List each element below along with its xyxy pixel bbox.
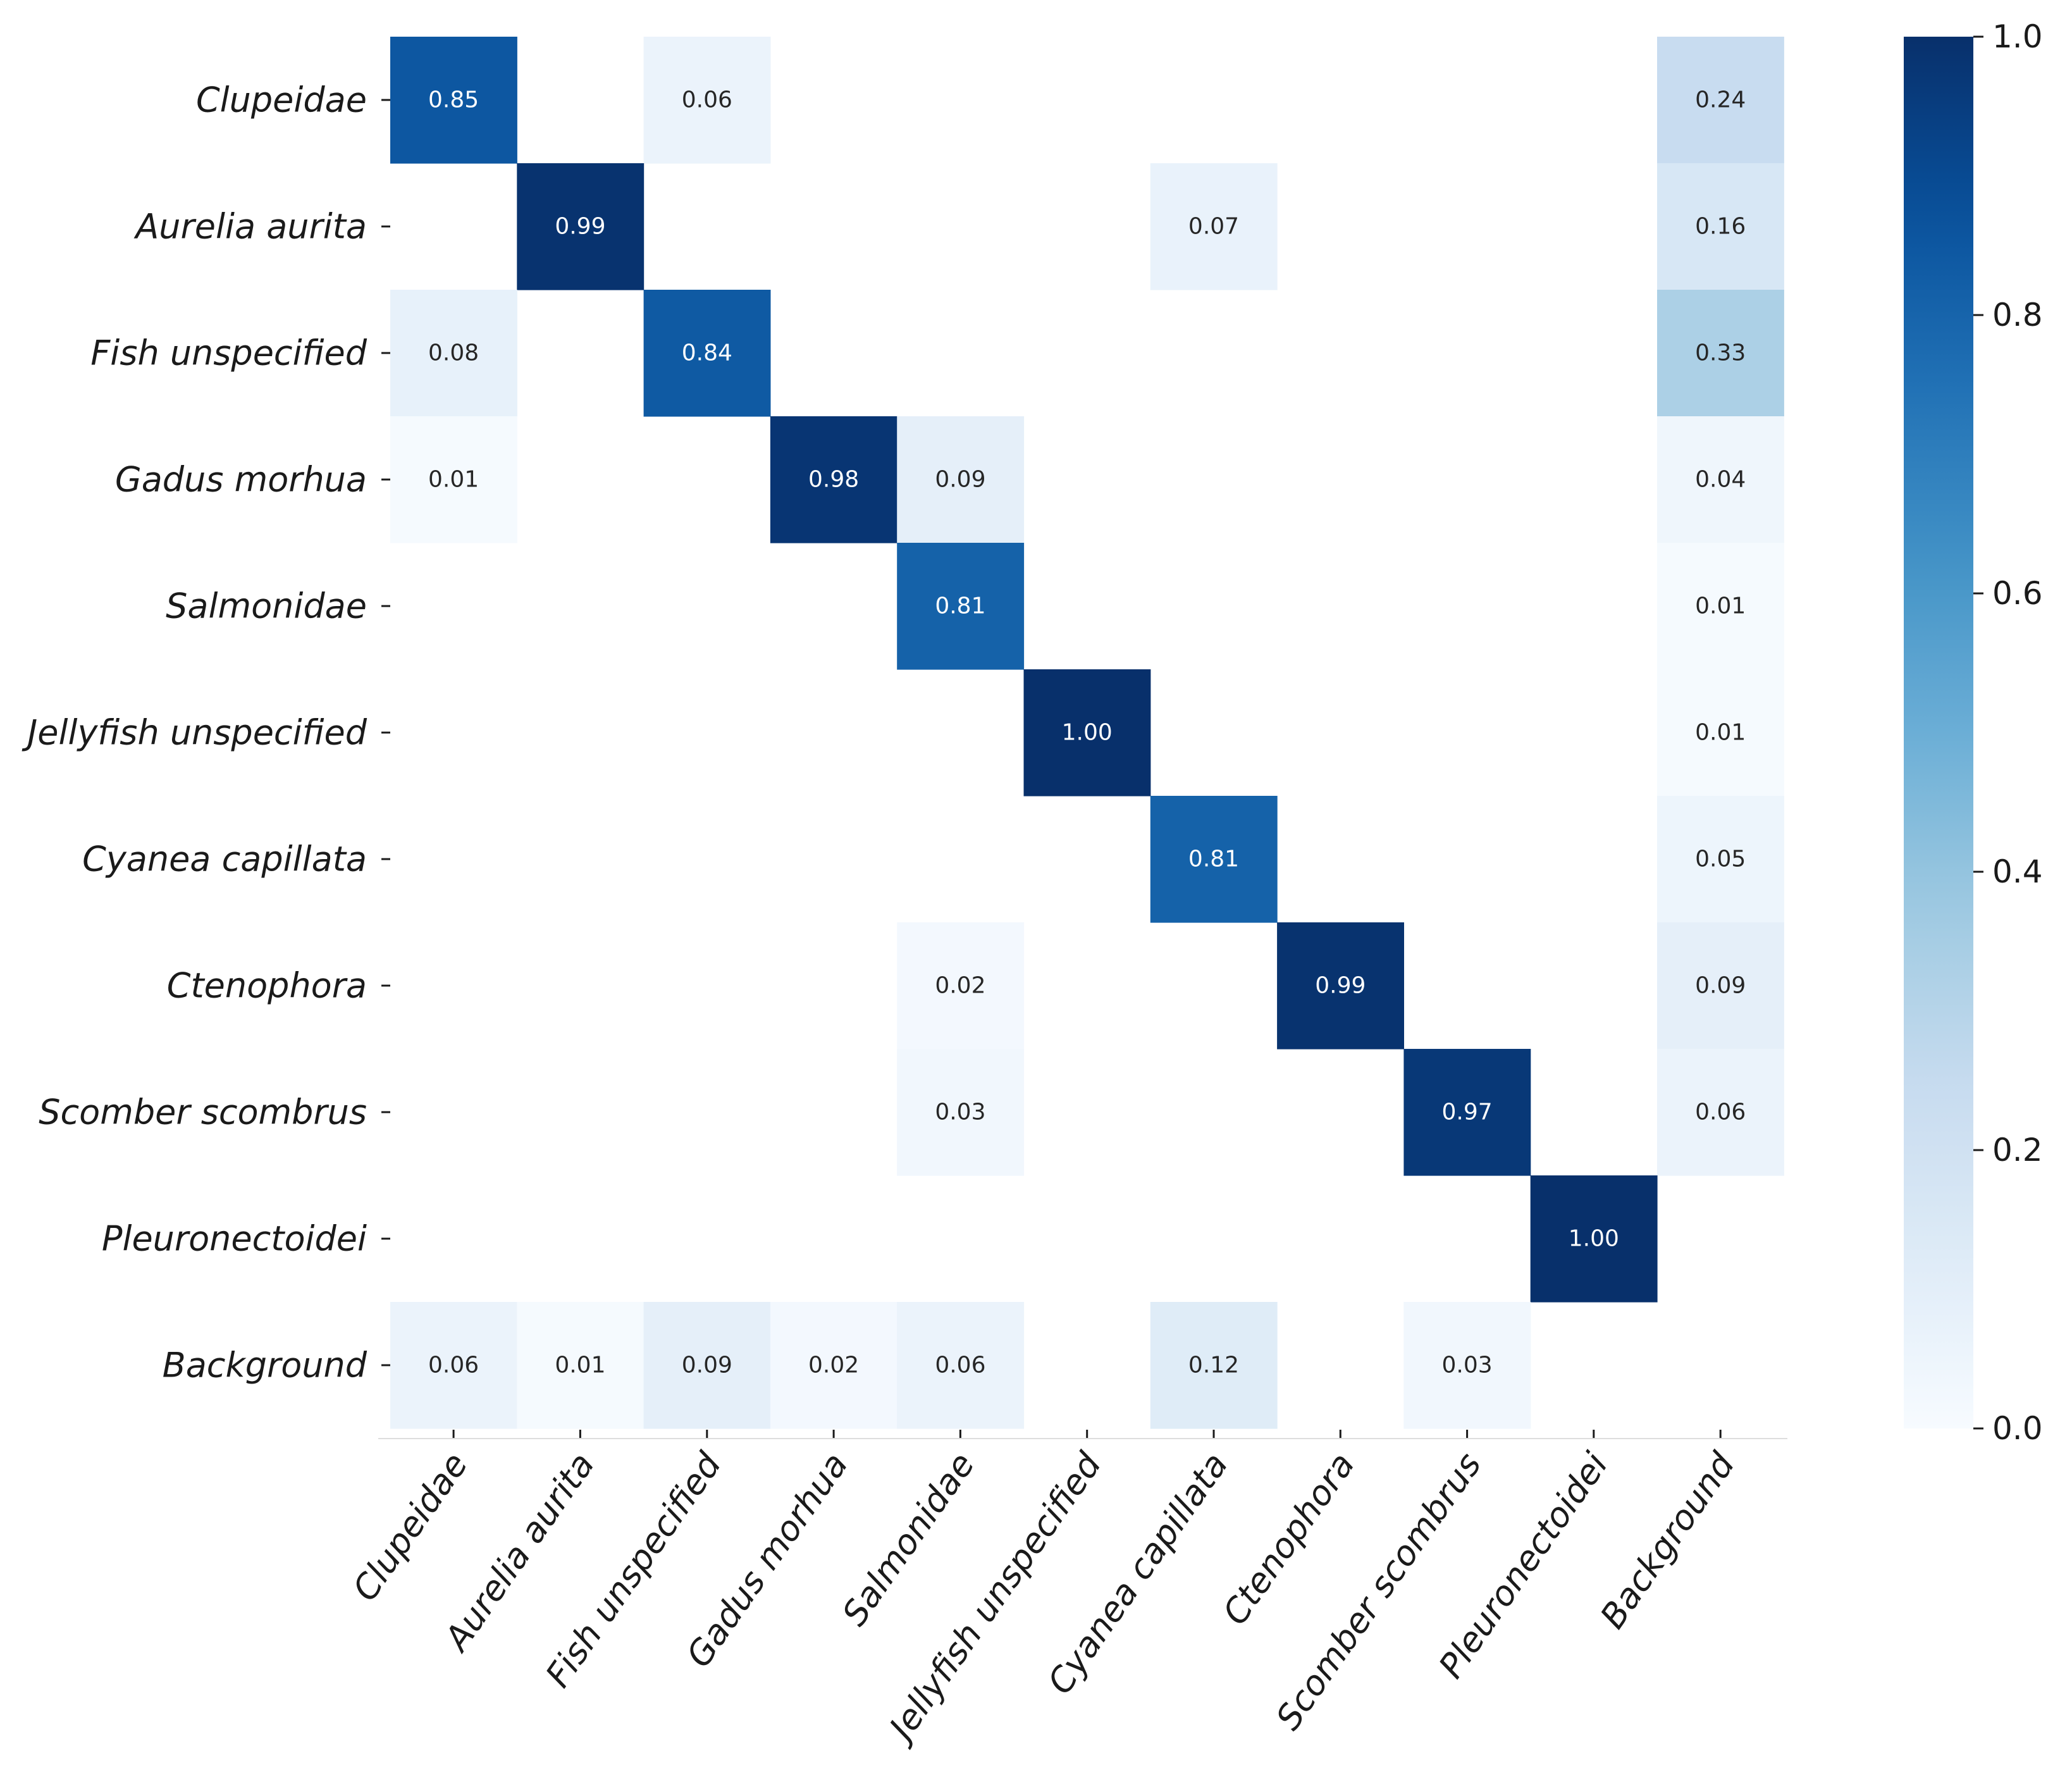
cell-value-label: 0.24 <box>1695 87 1746 113</box>
y-label-ctenophora: Ctenophora <box>167 966 367 1006</box>
colorbar-tick-label: 0.2 <box>1992 1132 2043 1168</box>
cell-background-aurelia-aurita <box>517 1302 644 1429</box>
colorbar-ticks: 0.0 0.2 0.4 0.6 0.8 1.0 <box>1973 18 2043 1447</box>
cell-value-label: 0.12 <box>1188 1353 1239 1378</box>
cell-background-gadus-morhua <box>770 1302 897 1429</box>
cell-value-label: 0.05 <box>1695 846 1746 872</box>
cell-value-label: 0.01 <box>555 1353 605 1378</box>
cell-value-label: 0.85 <box>428 87 479 113</box>
cell-fish-unspecified-clupeidae <box>390 290 517 417</box>
y-label-clupeidae: Clupeidae <box>196 80 367 120</box>
cell-scomber-scombrus-salmonidae <box>897 1049 1025 1176</box>
cell-jellyfish-unspecified-jellyfish-unspecified <box>1023 669 1151 796</box>
cell-value-label: 0.09 <box>682 1353 732 1378</box>
cell-value-label: 0.09 <box>935 467 985 493</box>
cell-value-label: 0.01 <box>428 467 479 493</box>
cell-clupeidae-clupeidae <box>390 37 517 164</box>
cell-value-label: 0.04 <box>1695 467 1746 493</box>
colorbar-tick-label: 0.4 <box>1992 853 2043 890</box>
cell-gadus-morhua-clupeidae <box>390 416 517 543</box>
x-label-clupeidae: Clupeidae <box>345 1446 475 1608</box>
cell-value-label: 0.08 <box>428 340 479 366</box>
x-label-jellyfish-unspecified: Jellyfish unspecified <box>879 1445 1109 1751</box>
y-label-salmonidae: Salmonidae <box>166 586 367 626</box>
cell-clupeidae-background <box>1657 37 1784 164</box>
cell-value-label: 0.03 <box>1442 1353 1493 1378</box>
cell-gadus-morhua-gadus-morhua <box>770 416 897 543</box>
cell-value-label: 0.16 <box>1695 214 1746 240</box>
cell-aurelia-aurita-background <box>1657 163 1784 290</box>
cell-fish-unspecified-fish-unspecified <box>643 290 771 417</box>
cell-background-salmonidae <box>897 1302 1025 1429</box>
cell-gadus-morhua-background <box>1657 416 1784 543</box>
colorbar-tick-label: 0.0 <box>1992 1410 2043 1447</box>
cell-value-label: 0.07 <box>1188 214 1239 240</box>
colorbar-tick-label: 0.6 <box>1992 575 2043 612</box>
cell-aurelia-aurita-aurelia-aurita <box>517 163 644 290</box>
cell-background-cyanea-capillata <box>1150 1302 1278 1429</box>
cell-value-label: 1.00 <box>1569 1226 1619 1252</box>
colorbar-tick-label: 0.8 <box>1992 297 2043 333</box>
cell-salmonidae-salmonidae <box>897 543 1025 670</box>
y-label-pleuronectoidei: Pleuronectoidei <box>102 1219 367 1259</box>
cell-value-label: 0.06 <box>935 1353 985 1378</box>
cell-value-label: 0.01 <box>1695 593 1746 619</box>
y-label-cyanea-capillata: Cyanea capillata <box>82 839 367 879</box>
cell-value-label: 1.00 <box>1062 720 1113 746</box>
cell-value-label: 0.06 <box>1695 1099 1746 1125</box>
cell-scomber-scombrus-background <box>1657 1049 1784 1176</box>
y-axis-labels: Clupeidae Aurelia aurita Fish unspecified G… <box>22 80 390 1385</box>
cell-value-label: 0.06 <box>428 1353 479 1378</box>
y-label-gadus-morhua: Gadus morhua <box>115 460 367 500</box>
cell-value-label: 0.09 <box>1695 973 1746 999</box>
cell-ctenophora-salmonidae <box>897 922 1025 1050</box>
cell-value-label: 0.84 <box>682 340 732 366</box>
cell-background-scomber-scombrus <box>1403 1302 1531 1429</box>
cell-value-label: 0.97 <box>1442 1099 1493 1125</box>
cell-aurelia-aurita-cyanea-capillata <box>1150 163 1278 290</box>
y-label-jellyfish-unspecified: Jellyfish unspecified <box>22 713 367 753</box>
cell-salmonidae-background <box>1657 543 1784 670</box>
y-label-scomber-scombrus: Scomber scombrus <box>39 1093 367 1132</box>
colorbar <box>1904 37 1973 1428</box>
cell-cyanea-capillata-cyanea-capillata <box>1150 796 1278 923</box>
cell-value-label: 0.02 <box>808 1353 859 1378</box>
cell-fish-unspecified-background <box>1657 290 1784 417</box>
x-label-ctenophora: Ctenophora <box>1215 1446 1362 1632</box>
y-label-aurelia-aurita: Aurelia aurita <box>133 207 367 247</box>
x-label-salmonidae: Salmonidae <box>834 1446 982 1633</box>
cell-value-label: 0.03 <box>935 1099 985 1125</box>
cell-value-label: 0.02 <box>935 973 985 999</box>
heatmap-cells: 0.85 0.06 0.24 0.99 0.07 0.16 0.08 0.84 0.33 0.01… <box>390 37 1784 1429</box>
cell-value-label: 0.01 <box>1695 720 1746 746</box>
cell-background-fish-unspecified <box>643 1302 771 1429</box>
y-label-fish-unspecified: Fish unspecified <box>90 333 367 373</box>
cell-value-label: 0.81 <box>935 593 985 619</box>
cell-background-clupeidae <box>390 1302 517 1429</box>
cell-value-label: 0.99 <box>1315 973 1366 999</box>
cell-ctenophora-background <box>1657 922 1784 1050</box>
cell-ctenophora-ctenophora <box>1277 922 1404 1050</box>
cell-clupeidae-fish-unspecified <box>643 37 771 164</box>
y-label-background: Background <box>163 1346 367 1385</box>
x-label-background: Background <box>1593 1445 1742 1636</box>
cell-jellyfish-unspecified-background <box>1657 669 1784 796</box>
colorbar-tick-label: 1.0 <box>1992 18 2043 55</box>
cell-value-label: 0.99 <box>555 214 605 240</box>
cell-scomber-scombrus-scomber-scombrus <box>1403 1049 1531 1176</box>
cell-value-label: 0.33 <box>1695 340 1746 366</box>
cell-value-label: 0.06 <box>682 87 732 113</box>
cell-cyanea-capillata-background <box>1657 796 1784 923</box>
cell-pleuronectoidei-pleuronectoidei <box>1530 1175 1658 1303</box>
cell-value-label: 0.81 <box>1188 846 1239 872</box>
cell-value-label: 0.98 <box>808 467 859 493</box>
cell-gadus-morhua-salmonidae <box>897 416 1025 543</box>
